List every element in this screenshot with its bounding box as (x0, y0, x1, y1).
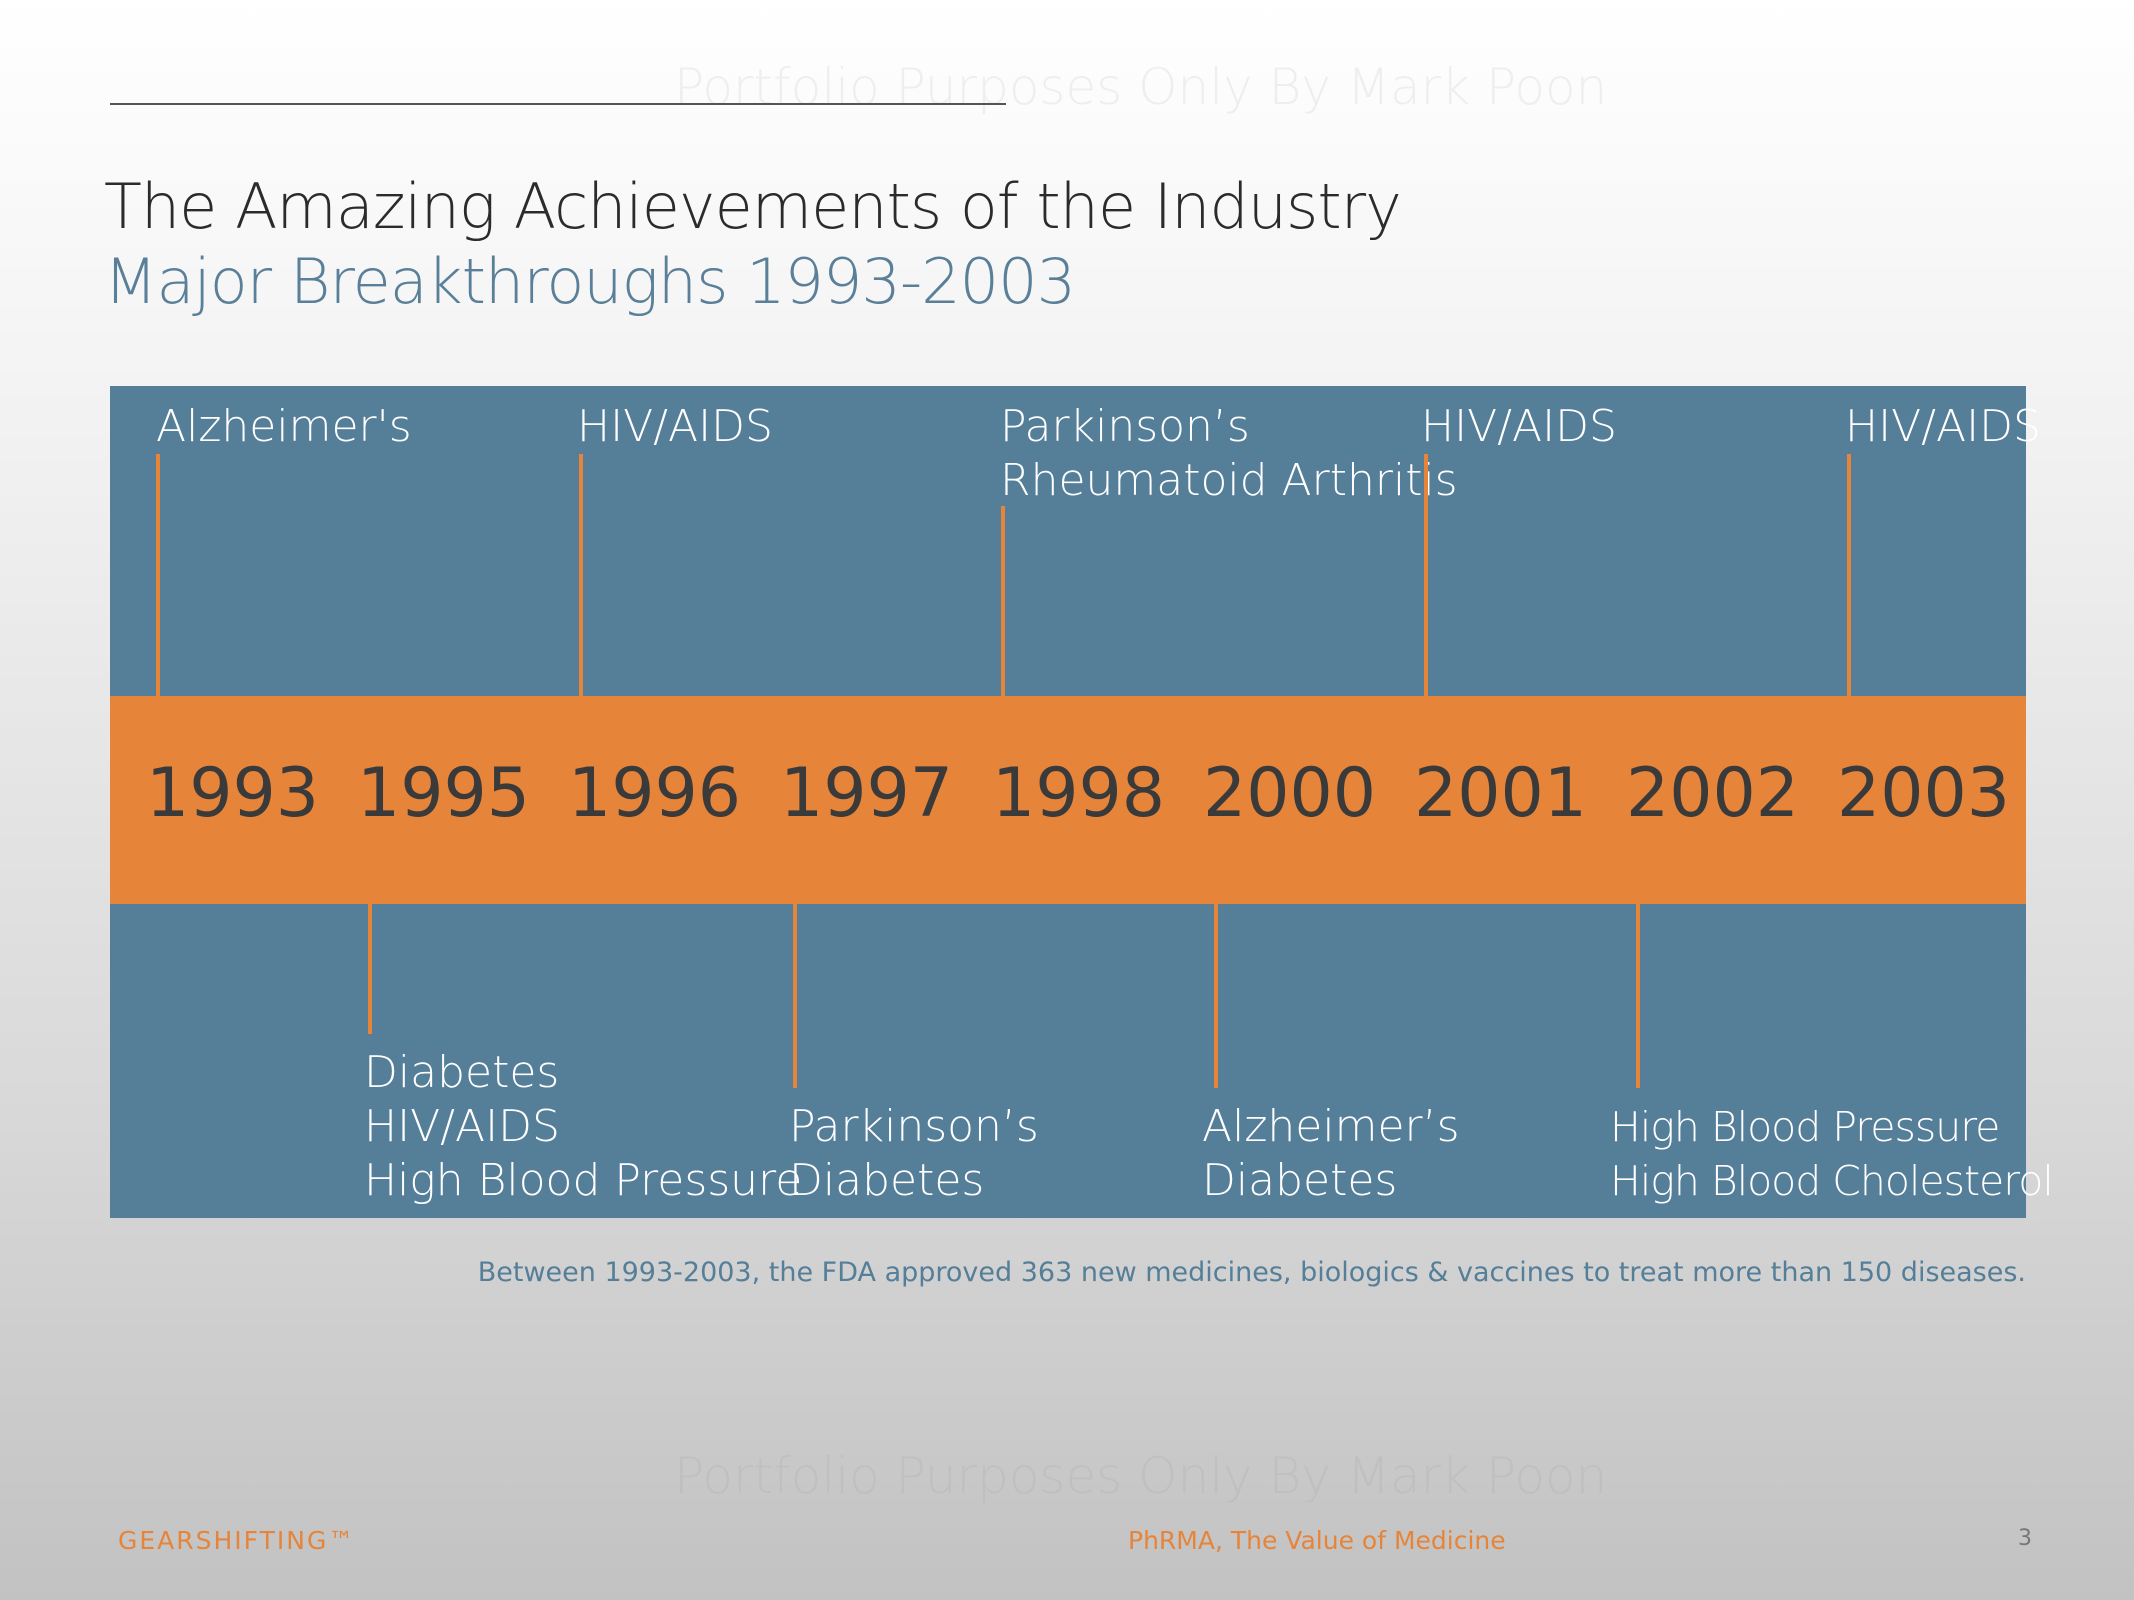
slide-title: The Amazing Achievements of the Industry (104, 170, 1402, 243)
stem-bottom-1995 (368, 904, 372, 1034)
stem-top-2003 (1847, 454, 1851, 696)
label-line: High Blood Pressure (1610, 1103, 2000, 1151)
bottom-label-1995: Diabetes HIV/AIDS High Blood Pressure (364, 1046, 802, 1208)
footnote: Between 1993-2003, the FDA approved 363 … (477, 1257, 2026, 1288)
year-label: 2002 (1626, 754, 1800, 833)
page-number: 3 (2018, 1526, 2032, 1551)
year-band: 1993 1995 1996 1997 1998 2000 2001 2002 … (110, 696, 2026, 904)
label-line: HIV/AIDS (577, 401, 773, 452)
year-label: 1998 (992, 754, 1166, 833)
year-label: 1997 (780, 754, 954, 833)
label-line: High Blood Cholesterol (1610, 1157, 2054, 1205)
label-line: Rheumatoid Arthritis (1000, 455, 1458, 506)
stem-top-2001 (1424, 454, 1428, 696)
label-line: Alzheimer’s (1202, 1101, 1460, 1152)
stem-top-1993 (156, 454, 160, 696)
stem-top-1998 (1001, 506, 1005, 696)
year-label: 1996 (568, 754, 742, 833)
year-label: 1995 (357, 754, 531, 833)
source-credit: PhRMA, The Value of Medicine (1128, 1526, 1506, 1555)
year-label: 2001 (1414, 754, 1588, 833)
top-label-1998: Parkinson’s Rheumatoid Arthritis (1000, 400, 1458, 508)
stem-bottom-2000 (1214, 904, 1218, 1088)
label-line: HIV/AIDS (1421, 401, 1617, 452)
top-label-2003: HIV/AIDS (1845, 400, 2041, 454)
label-line: High Blood Pressure (364, 1155, 803, 1206)
year-label: 2003 (1837, 754, 2011, 833)
stem-bottom-2002 (1636, 904, 1640, 1088)
label-line: Diabetes (364, 1047, 560, 1098)
label-line: Parkinson’s (1000, 401, 1250, 452)
watermark-bottom: Portfolio Purposes Only By Mark Poon (674, 1447, 1608, 1505)
label-line: Diabetes (789, 1155, 985, 1206)
year-label: 2000 (1203, 754, 1377, 833)
top-rule (110, 103, 1006, 105)
label-line: Parkinson’s (789, 1101, 1039, 1152)
watermark-top: Portfolio Purposes Only By Mark Poon (674, 58, 1608, 116)
top-label-1993: Alzheimer's (156, 400, 412, 454)
top-label-1996: HIV/AIDS (577, 400, 773, 454)
bottom-label-1997: Parkinson’s Diabetes (789, 1100, 1039, 1208)
label-line: Alzheimer's (156, 401, 412, 452)
top-label-2001: HIV/AIDS (1421, 400, 1617, 454)
slide-subtitle: Major Breakthroughs 1993-2003 (104, 245, 1076, 318)
year-label: 1993 (146, 754, 320, 833)
bottom-label-2000: Alzheimer’s Diabetes (1202, 1100, 1460, 1208)
stem-top-1996 (579, 454, 583, 696)
timeline-panel: 1993 1995 1996 1997 1998 2000 2001 2002 … (110, 386, 2054, 1218)
label-line: HIV/AIDS (1845, 401, 2041, 452)
label-line: Diabetes (1202, 1155, 1398, 1206)
stem-bottom-1997 (793, 904, 797, 1088)
bottom-label-2002: High Blood Pressure High Blood Cholester… (1610, 1100, 2054, 1208)
label-line: HIV/AIDS (364, 1101, 560, 1152)
year-list: 1993 1995 1996 1997 1998 2000 2001 2002 … (110, 696, 2026, 904)
brand-logo-text: GEARSHIFTING™ (118, 1526, 356, 1555)
